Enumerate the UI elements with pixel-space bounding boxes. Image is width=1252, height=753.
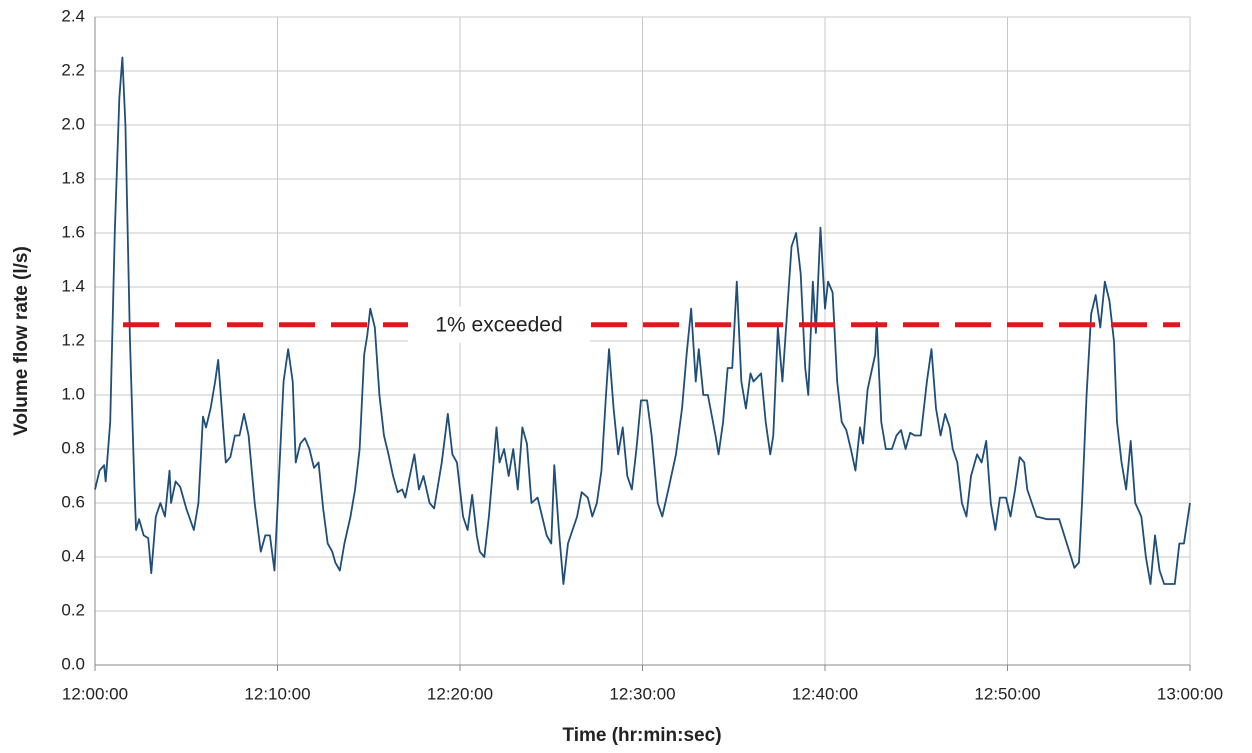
- x-tick-label: 12:50:00: [974, 684, 1040, 703]
- x-tick-label: 12:30:00: [609, 684, 675, 703]
- y-tick-label: 0.2: [61, 600, 85, 619]
- reference-label-box: [408, 306, 590, 343]
- x-tick-label: 13:00:00: [1157, 684, 1223, 703]
- reference-label: 1% exceeded: [435, 313, 562, 336]
- y-tick-label: 1.8: [61, 168, 85, 187]
- y-tick-label: 0.0: [61, 654, 85, 673]
- y-tick-label: 1.0: [61, 384, 85, 403]
- y-tick-label: 2.2: [61, 60, 85, 79]
- x-tick-label: 12:40:00: [792, 684, 858, 703]
- x-tick-label: 12:10:00: [244, 684, 310, 703]
- x-tick-label: 12:20:00: [427, 684, 493, 703]
- y-tick-label: 0.8: [61, 438, 85, 457]
- y-axis-title: Volume flow rate (l/s): [11, 246, 32, 436]
- y-tick-label: 2.0: [61, 114, 85, 133]
- y-tick-label: 0.6: [61, 492, 85, 511]
- y-tick-label: 1.4: [61, 276, 85, 295]
- y-tick-label: 0.4: [61, 546, 85, 565]
- data-line: [94, 56, 1191, 585]
- x-axis-title: Time (hr:min:sec): [562, 725, 721, 746]
- y-tick-label: 1.2: [61, 330, 85, 349]
- y-tick-label: 2.4: [61, 6, 85, 25]
- y-tick-label: 1.6: [61, 222, 85, 241]
- x-tick-label: 12:00:00: [62, 684, 128, 703]
